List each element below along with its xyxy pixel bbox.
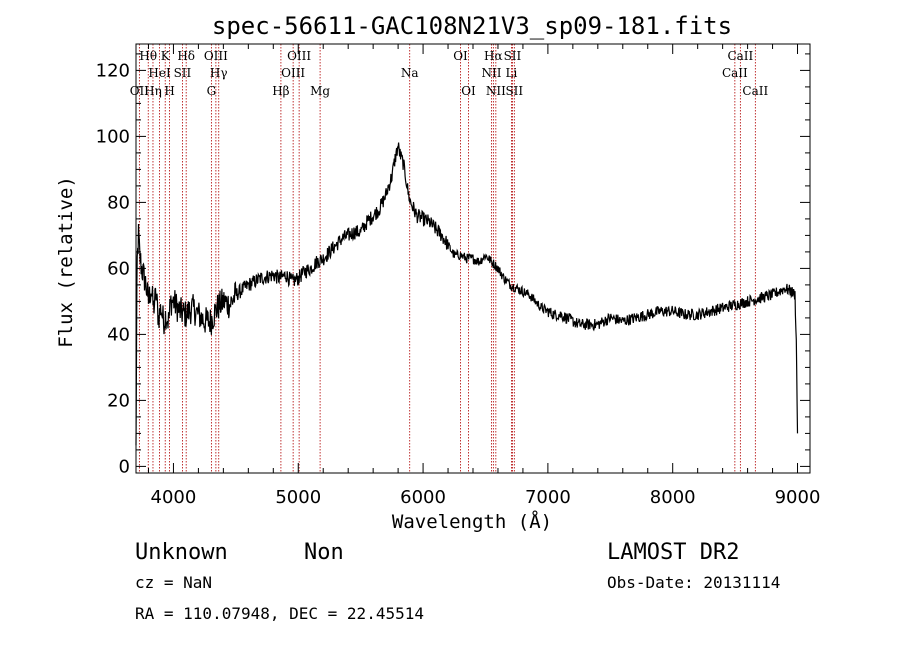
survey-name: LAMOST DR2 bbox=[607, 540, 739, 565]
spectral-line-label: Hθ bbox=[139, 49, 157, 63]
spectral-line-label: CaII bbox=[722, 66, 748, 80]
spectral-line-label: HeI bbox=[148, 66, 171, 80]
observation-date: Obs-Date: 20131114 bbox=[607, 573, 780, 592]
spectral-line-label: Li bbox=[506, 66, 518, 80]
spectral-line-label: OI bbox=[453, 49, 468, 63]
y-tick-label: 80 bbox=[107, 192, 130, 213]
spectral-line-label: OIII bbox=[281, 66, 305, 80]
spectral-line-label: CaII bbox=[742, 84, 768, 98]
x-tick-label: 9000 bbox=[775, 487, 821, 508]
spectral-line-label: OIII bbox=[287, 49, 311, 63]
spectral-line-label: SII bbox=[174, 66, 192, 80]
y-tick-label: 120 bbox=[96, 60, 130, 81]
coordinates: RA = 110.07948, DEC = 22.45514 bbox=[135, 604, 424, 623]
spectral-line-label: Hβ bbox=[272, 84, 289, 98]
object-class: Unknown bbox=[135, 540, 228, 565]
x-tick-label: 4000 bbox=[151, 487, 197, 508]
spectral-line-label: OI bbox=[461, 84, 476, 98]
spectral-line-label: OII bbox=[130, 84, 150, 98]
axis-ticks bbox=[136, 44, 810, 473]
spectral-line-label: OIII bbox=[204, 49, 228, 63]
spectral-line-label: K bbox=[161, 49, 171, 63]
x-tick-label: 6000 bbox=[400, 487, 446, 508]
spectral-line-label: Hη bbox=[144, 84, 162, 98]
spectral-line-label: Hα bbox=[484, 49, 503, 63]
spectral-line-label: NII bbox=[481, 66, 501, 80]
x-tick-label: 5000 bbox=[275, 487, 321, 508]
spectral-line-labels: OIIHθHηHeIKHSIIHδGOIIIHγHβOIIIOIIIMgNaOI… bbox=[130, 49, 769, 98]
redshift-value: cz = NaN bbox=[135, 573, 212, 592]
spectral-line-label: Hδ bbox=[177, 49, 195, 63]
axis-tick-labels: 4000 5000 6000 7000 8000 9000 0 20 40 60 80 100 120 bbox=[96, 60, 821, 508]
x-axis-label: Wavelength (Å) bbox=[392, 510, 552, 533]
x-tick-label: 7000 bbox=[525, 487, 571, 508]
y-tick-label: 100 bbox=[96, 126, 130, 147]
y-tick-label: 20 bbox=[107, 390, 130, 411]
spectral-line-label: CaII bbox=[727, 49, 753, 63]
spectral-lines-layer bbox=[138, 44, 756, 473]
object-subclass: Non bbox=[304, 540, 344, 565]
spectral-line-label: H bbox=[164, 84, 174, 98]
spectral-line-label: Hγ bbox=[210, 66, 228, 80]
spectral-line-label: SII bbox=[505, 84, 523, 98]
spectral-line-label: G bbox=[207, 84, 217, 98]
y-tick-label: 40 bbox=[107, 324, 130, 345]
spectral-line-label: Na bbox=[401, 66, 419, 80]
spectral-line-label: Mg bbox=[310, 84, 330, 98]
y-tick-label: 60 bbox=[107, 258, 130, 279]
spectral-line-label: NII bbox=[486, 84, 506, 98]
chart-title: spec-56611-GAC108N21V3_sp09-181.fits bbox=[212, 12, 732, 40]
y-tick-label: 0 bbox=[119, 456, 130, 477]
spectral-line-label: SII bbox=[504, 49, 522, 63]
spectrum-line bbox=[135, 142, 799, 446]
x-tick-label: 8000 bbox=[650, 487, 696, 508]
y-axis-label: Flux (relative) bbox=[55, 176, 77, 348]
